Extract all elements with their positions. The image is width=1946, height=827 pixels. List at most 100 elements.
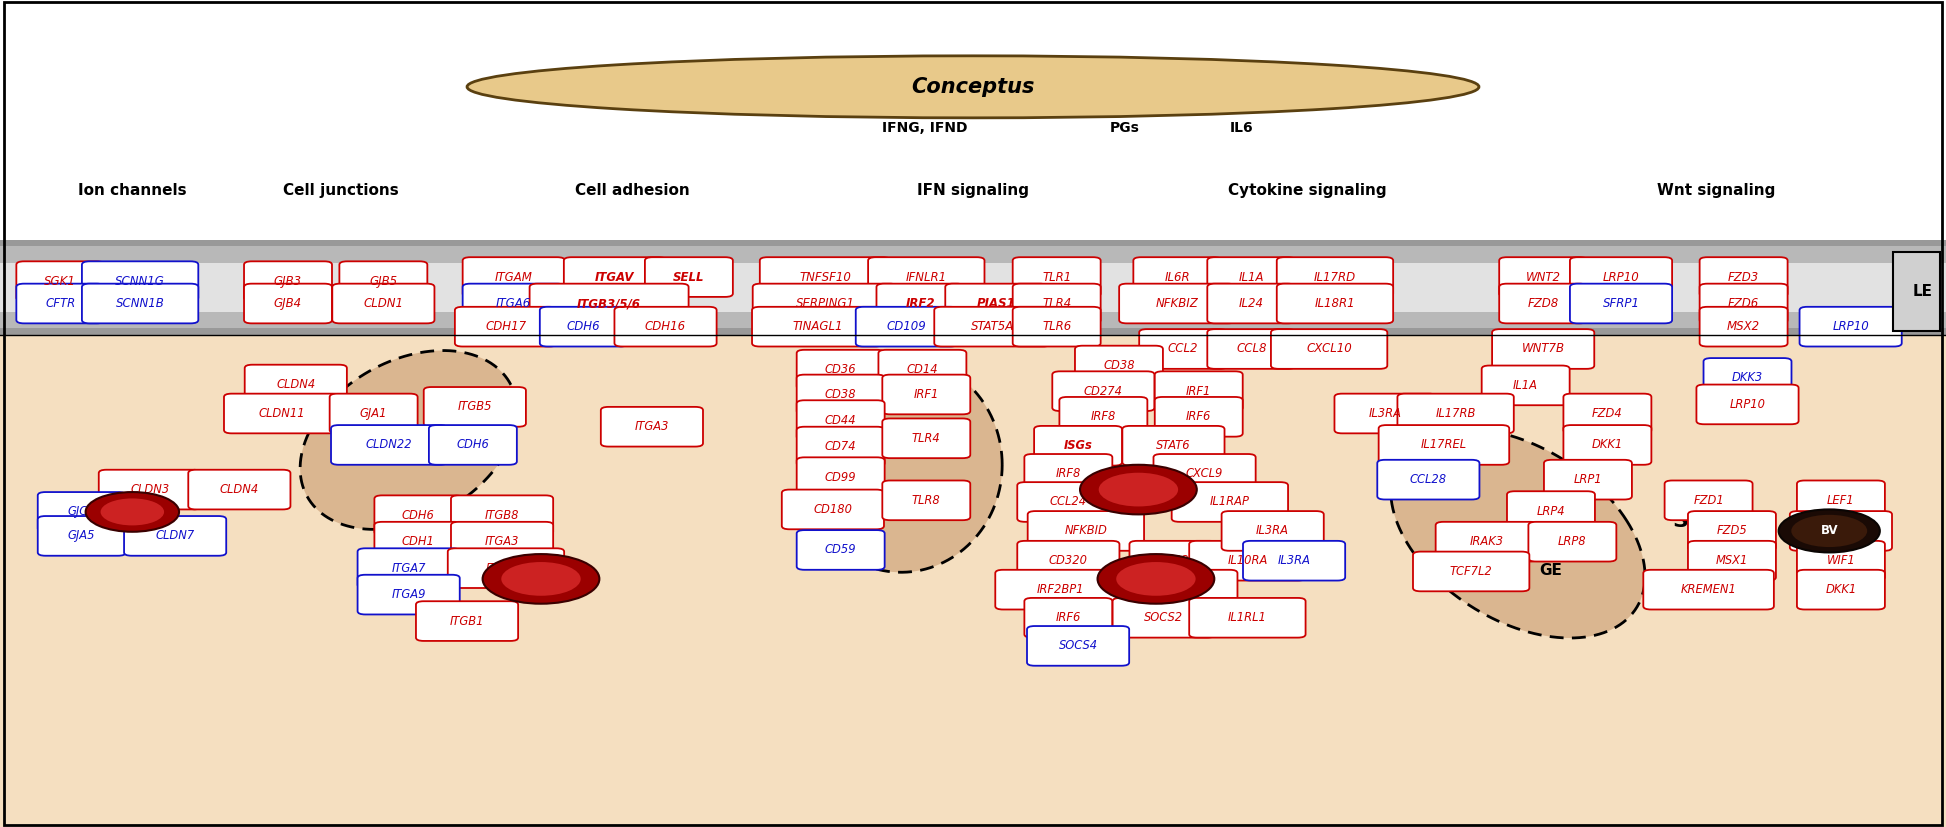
FancyBboxPatch shape: [1119, 284, 1236, 323]
Text: WIF1: WIF1: [1827, 554, 1855, 567]
Text: TLR6: TLR6: [1041, 320, 1072, 333]
Text: TCF7L2: TCF7L2: [1450, 565, 1493, 578]
Text: IL17RD: IL17RD: [1314, 270, 1356, 284]
FancyBboxPatch shape: [1570, 257, 1672, 297]
FancyBboxPatch shape: [1664, 480, 1753, 520]
FancyBboxPatch shape: [876, 284, 965, 323]
Text: TNFSF10: TNFSF10: [800, 270, 850, 284]
Text: ITGA9: ITGA9: [391, 588, 426, 601]
FancyBboxPatch shape: [1027, 626, 1129, 666]
FancyBboxPatch shape: [1699, 284, 1788, 323]
FancyBboxPatch shape: [428, 425, 518, 465]
Text: CDH6: CDH6: [566, 320, 601, 333]
Text: WNT7B: WNT7B: [1522, 342, 1565, 356]
Text: CD82: CD82: [1158, 554, 1189, 567]
Circle shape: [1099, 473, 1177, 506]
FancyBboxPatch shape: [1277, 257, 1393, 297]
FancyBboxPatch shape: [37, 516, 126, 556]
Text: CCL24: CCL24: [1049, 495, 1088, 509]
Text: LRP10: LRP10: [1823, 524, 1858, 538]
FancyBboxPatch shape: [1024, 454, 1113, 494]
Circle shape: [1790, 514, 1868, 547]
Text: ITGB1: ITGB1: [450, 614, 485, 628]
Text: LRP10: LRP10: [1604, 270, 1639, 284]
FancyBboxPatch shape: [99, 470, 200, 509]
Text: CLDN4: CLDN4: [220, 483, 259, 496]
Text: Stroma: Stroma: [1674, 511, 1763, 531]
Text: CLDN4: CLDN4: [276, 378, 315, 391]
Text: SERPING1: SERPING1: [796, 297, 854, 310]
Text: LRP4: LRP4: [1537, 504, 1565, 518]
Text: LEF1: LEF1: [1827, 494, 1855, 507]
FancyBboxPatch shape: [1796, 541, 1886, 581]
FancyBboxPatch shape: [455, 307, 557, 347]
FancyBboxPatch shape: [1563, 394, 1652, 433]
FancyBboxPatch shape: [1378, 425, 1510, 465]
FancyBboxPatch shape: [1413, 552, 1530, 591]
Text: ITGB3/5/6: ITGB3/5/6: [578, 297, 640, 310]
Text: FZD6: FZD6: [1728, 297, 1759, 310]
FancyBboxPatch shape: [1378, 460, 1479, 500]
Text: TLR8: TLR8: [913, 494, 940, 507]
FancyBboxPatch shape: [796, 350, 885, 390]
Text: CD274: CD274: [1084, 385, 1123, 398]
Text: Ion channels: Ion channels: [78, 183, 187, 198]
Text: CXCL10: CXCL10: [1306, 342, 1352, 356]
FancyBboxPatch shape: [1154, 371, 1243, 411]
FancyBboxPatch shape: [1207, 329, 1296, 369]
Text: PIAS1: PIAS1: [977, 297, 1016, 310]
FancyBboxPatch shape: [243, 261, 333, 301]
Text: TINAGL1: TINAGL1: [792, 320, 843, 333]
FancyBboxPatch shape: [644, 257, 734, 297]
Text: FZD4: FZD4: [1592, 407, 1623, 420]
Text: FZD1: FZD1: [1693, 494, 1724, 507]
FancyBboxPatch shape: [0, 263, 1946, 312]
Text: LRP1: LRP1: [1574, 473, 1602, 486]
Text: LRP10: LRP10: [1833, 320, 1868, 333]
Text: LRP8: LRP8: [1559, 535, 1586, 548]
FancyBboxPatch shape: [1027, 511, 1144, 551]
FancyBboxPatch shape: [751, 307, 883, 347]
FancyBboxPatch shape: [1133, 257, 1222, 297]
FancyBboxPatch shape: [1796, 480, 1886, 520]
Text: GJA1: GJA1: [360, 407, 387, 420]
Circle shape: [1779, 509, 1880, 552]
Text: CD59: CD59: [825, 543, 856, 557]
FancyBboxPatch shape: [37, 492, 126, 532]
Text: IL6: IL6: [1230, 122, 1253, 135]
FancyBboxPatch shape: [1335, 394, 1436, 433]
Text: IL1RAP: IL1RAP: [1210, 495, 1249, 509]
Text: FZD5: FZD5: [1716, 524, 1748, 538]
Text: GE: GE: [1539, 563, 1563, 578]
FancyBboxPatch shape: [1243, 541, 1345, 581]
Text: SOCS2: SOCS2: [1144, 611, 1183, 624]
Text: TLR4: TLR4: [1041, 297, 1072, 310]
Text: ISGs: ISGs: [1064, 439, 1092, 452]
Text: CD320: CD320: [1049, 554, 1088, 567]
FancyBboxPatch shape: [374, 522, 463, 562]
FancyBboxPatch shape: [539, 307, 629, 347]
FancyBboxPatch shape: [424, 387, 525, 427]
Text: IL24: IL24: [1240, 297, 1263, 310]
Text: SFRP1: SFRP1: [1602, 297, 1640, 310]
FancyBboxPatch shape: [1222, 511, 1323, 551]
FancyBboxPatch shape: [753, 284, 897, 323]
Text: GJB3: GJB3: [274, 275, 302, 288]
FancyBboxPatch shape: [1570, 284, 1672, 323]
FancyBboxPatch shape: [796, 375, 885, 414]
Text: IRF6: IRF6: [1055, 611, 1082, 624]
Text: ITGB5: ITGB5: [457, 400, 492, 414]
FancyBboxPatch shape: [1154, 454, 1255, 494]
Text: CDH6: CDH6: [403, 509, 434, 522]
FancyBboxPatch shape: [329, 394, 418, 433]
Text: BV: BV: [1820, 524, 1839, 538]
Text: STAT6: STAT6: [1156, 439, 1191, 452]
FancyBboxPatch shape: [759, 257, 891, 297]
FancyBboxPatch shape: [1189, 541, 1306, 581]
FancyBboxPatch shape: [374, 495, 463, 535]
Circle shape: [86, 492, 179, 532]
Text: IL18R1: IL18R1: [1315, 297, 1354, 310]
FancyBboxPatch shape: [1012, 257, 1101, 297]
FancyBboxPatch shape: [463, 284, 564, 323]
Text: IL17RB: IL17RB: [1436, 407, 1475, 420]
